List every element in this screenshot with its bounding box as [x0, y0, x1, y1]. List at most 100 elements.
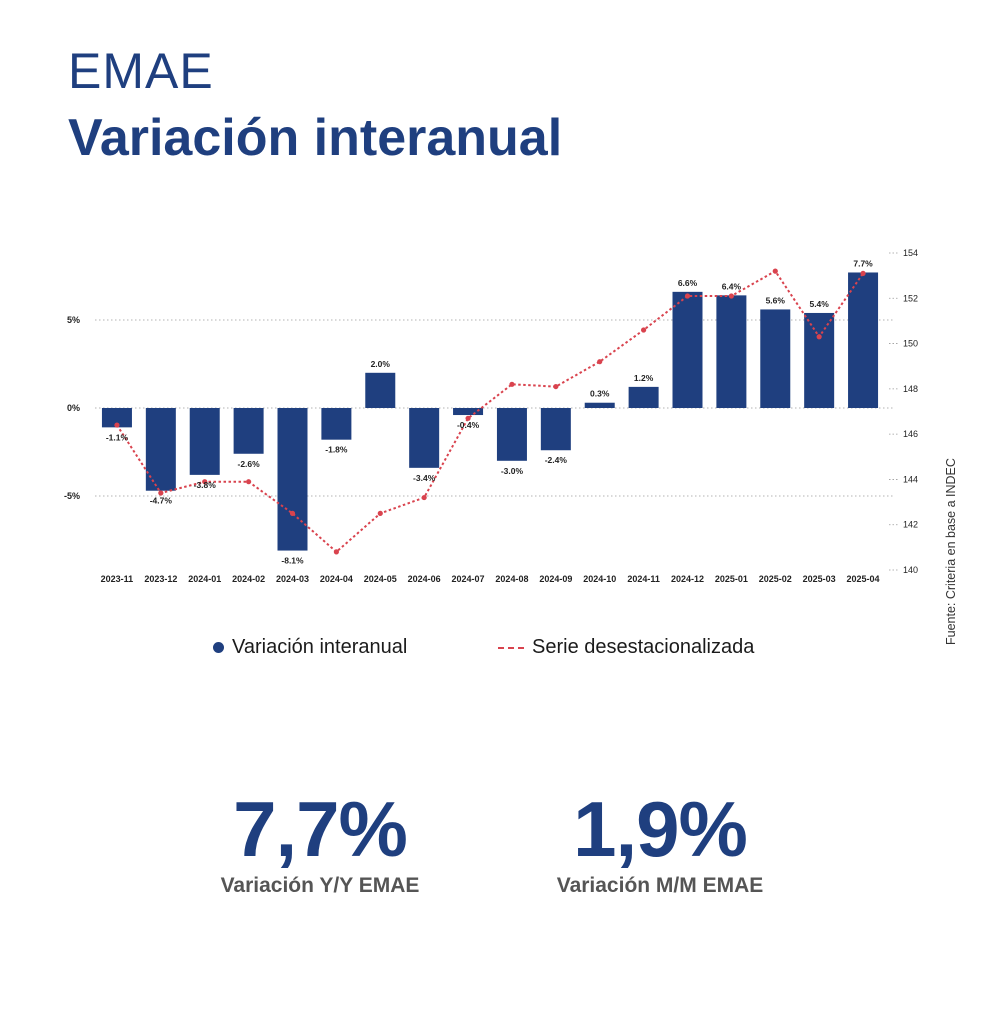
bar — [189, 408, 220, 475]
kpi-mom: 1,9% Variación M/M EMAE — [530, 790, 790, 898]
y-right-tick-label: 150 — [903, 339, 918, 349]
bar — [540, 408, 571, 451]
x-tick-label: 2024-09 — [539, 574, 572, 584]
bar — [672, 291, 703, 408]
bar — [145, 408, 176, 491]
line-point — [772, 268, 778, 274]
x-tick-label: 2025-03 — [803, 574, 836, 584]
bar-data-label: -2.6% — [238, 459, 261, 469]
legend-line-marker — [498, 646, 524, 649]
x-tick-label: 2024-11 — [627, 574, 660, 584]
y-right-tick-label: 148 — [903, 384, 918, 394]
x-tick-label: 2024-01 — [188, 574, 221, 584]
y-left-tick-label: 0% — [67, 403, 80, 413]
bar — [716, 295, 747, 408]
kpi-yoy-value: 7,7% — [233, 785, 408, 873]
x-tick-label: 2025-02 — [759, 574, 792, 584]
x-tick-label: 2025-04 — [847, 574, 880, 584]
legend-bar-marker — [213, 642, 224, 653]
bar-data-label: -3.4% — [413, 473, 436, 483]
y-right-tick-label: 152 — [903, 293, 918, 303]
bar — [365, 372, 396, 408]
chart-title: Variación interanual — [68, 109, 563, 167]
legend-bar-label: Variación interanual — [232, 636, 408, 658]
bar — [496, 408, 527, 461]
line-point — [816, 334, 822, 340]
bar-data-label: -8.1% — [281, 556, 304, 566]
x-tick-label: 2024-05 — [364, 574, 397, 584]
bar — [101, 408, 132, 428]
line-point — [641, 327, 647, 333]
line-point — [202, 479, 208, 485]
bar — [628, 386, 659, 408]
chart-legend: Variación interanual Serie desestacional… — [0, 636, 987, 662]
y-left-tick-label: 5% — [67, 315, 80, 325]
line-point — [289, 510, 296, 516]
bar — [233, 408, 264, 454]
line-point — [465, 415, 471, 421]
source-note: Fuente: Criteria en base a INDEC — [944, 458, 958, 645]
x-tick-label: 2023-12 — [144, 574, 177, 584]
bar — [760, 309, 791, 408]
kpi-yoy: 7,7% Variación Y/Y EMAE — [190, 790, 450, 898]
line-point — [246, 479, 252, 485]
kpi-mom-label: Variación M/M EMAE — [556, 874, 764, 897]
bar-data-label: -2.4% — [545, 455, 568, 465]
x-tick-label: 2024-03 — [276, 574, 309, 584]
line-point — [333, 549, 339, 555]
bar — [277, 408, 308, 551]
line-point — [421, 494, 427, 501]
line-series — [116, 269, 864, 554]
bar — [409, 408, 440, 468]
line-point — [553, 383, 559, 390]
line-point — [728, 293, 734, 299]
line-point — [860, 270, 866, 276]
bar-data-label: -4.7% — [150, 496, 173, 506]
line-point — [114, 422, 120, 428]
bar-data-label: -1.1% — [106, 432, 129, 442]
y-right-tick-label: 140 — [903, 565, 918, 575]
bar-data-label: 6.4% — [722, 281, 742, 291]
line-point — [597, 359, 603, 365]
x-tick-label: 2024-02 — [232, 574, 265, 584]
x-tick-label: 2024-08 — [495, 574, 528, 584]
y-right-tick-label: 142 — [903, 520, 918, 530]
x-tick-label: 2024-04 — [320, 574, 353, 584]
bar-data-label: 5.4% — [809, 299, 829, 309]
legend-item-line: Serie desestacionalizada — [498, 636, 754, 659]
bar — [321, 408, 352, 440]
bar-data-label: 0.3% — [590, 389, 610, 399]
line-point — [684, 293, 691, 299]
bar-data-label: 2.0% — [371, 359, 391, 369]
x-tick-label: 2024-10 — [583, 574, 616, 584]
bar-data-label: 7.7% — [853, 258, 873, 268]
line-point — [377, 510, 383, 516]
chart-subtitle: EMAE — [68, 43, 214, 99]
x-tick-label: 2024-12 — [671, 574, 704, 584]
bar — [453, 408, 484, 416]
x-tick-label: 2025-01 — [715, 574, 748, 584]
y-right-tick-label: 146 — [903, 429, 918, 439]
legend-line-label: Serie desestacionalizada — [532, 636, 755, 658]
bar-data-label: 6.6% — [678, 278, 698, 288]
bar-data-label: -3.0% — [501, 466, 524, 476]
bar-data-label: 1.2% — [634, 373, 654, 383]
bar — [584, 402, 615, 408]
bar-data-label: -3.8% — [194, 480, 217, 490]
x-tick-label: 2024-07 — [452, 574, 485, 584]
legend-item-bars: Variación interanual — [213, 636, 407, 659]
y-left-tick-label: -5% — [64, 491, 80, 501]
bar-data-label: 5.6% — [766, 295, 786, 305]
x-tick-label: 2024-06 — [408, 574, 441, 584]
kpi-mom-value: 1,9% — [573, 785, 748, 873]
emae-combo-chart: -5% 0% 5% 140 142 144 146 148 150 152 154 -1.1% -4.7… — [64, 248, 918, 584]
bar — [848, 272, 879, 408]
line-point — [509, 381, 515, 387]
line-point — [158, 490, 164, 496]
x-tick-label: 2023-11 — [101, 574, 134, 584]
bar-data-label: -1.8% — [325, 445, 348, 455]
y-right-tick-label: 144 — [903, 474, 918, 484]
bar-data-label: -0.4% — [457, 420, 480, 430]
bar — [804, 312, 835, 408]
kpi-yoy-label: Variación Y/Y EMAE — [220, 874, 420, 897]
